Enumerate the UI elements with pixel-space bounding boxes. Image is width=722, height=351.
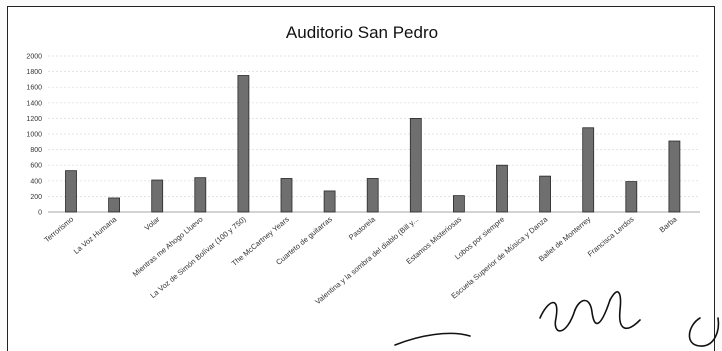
x-category-label: Francisca Lerdos (586, 214, 636, 258)
y-tick-label: 0 (38, 210, 42, 217)
y-tick-label: 400 (30, 178, 42, 185)
chart-title: Auditorio San Pedro (286, 23, 438, 42)
handwritten-signature (394, 291, 720, 347)
bar (452, 195, 465, 213)
y-tick-label: 1200 (26, 116, 42, 123)
bar (496, 164, 508, 213)
bar (409, 118, 422, 213)
bar (539, 175, 551, 213)
x-category-label: Barba (658, 214, 680, 234)
y-tick-label: 1400 (26, 100, 42, 107)
x-category-label: Escuela Superior de Música y Danza (449, 214, 550, 300)
y-tick-label: 1800 (26, 69, 42, 76)
bar (668, 140, 681, 213)
bar (582, 127, 595, 213)
chart-frame (7, 6, 715, 351)
bar (323, 190, 336, 213)
bar (625, 181, 638, 213)
x-category-label: Mientras me Ahogo Lluevo (131, 215, 205, 279)
y-tick-label: 2000 (26, 54, 42, 61)
bar (366, 178, 379, 213)
x-category-label: La Voz Humana (72, 214, 119, 256)
y-tick-label: 1000 (26, 132, 42, 139)
bar (280, 178, 293, 213)
y-axis-ticks: 0 200 400 600 800 1000 1200 1400 1600 1800 2000 (26, 54, 42, 217)
y-tick-label: 600 (30, 163, 42, 170)
bar (108, 197, 120, 213)
y-tick-label: 1600 (26, 85, 42, 92)
bars (65, 75, 681, 213)
x-category-label: Terrorismo (42, 215, 75, 245)
bar (151, 179, 164, 213)
y-tick-label: 800 (30, 147, 42, 154)
y-tick-label: 200 (30, 194, 42, 201)
bar (237, 75, 250, 213)
x-category-label: Pastorela (347, 214, 378, 242)
bar (194, 177, 207, 213)
bar (65, 170, 77, 213)
x-category-label: Volar (143, 214, 162, 232)
